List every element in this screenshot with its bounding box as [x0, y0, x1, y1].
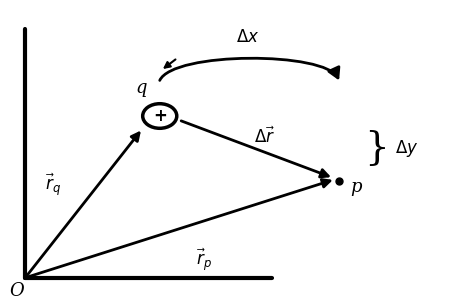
Text: $\vec{r}_q$: $\vec{r}_q$ — [45, 172, 61, 198]
FancyArrowPatch shape — [160, 58, 339, 80]
Text: $\Delta y$: $\Delta y$ — [395, 138, 419, 159]
Text: O: O — [10, 281, 24, 300]
Text: q: q — [135, 79, 147, 97]
Text: $\Delta\vec{r}$: $\Delta\vec{r}$ — [254, 126, 276, 146]
Text: +: + — [153, 107, 167, 125]
Text: $\Delta x$: $\Delta x$ — [236, 29, 259, 46]
Text: p: p — [350, 178, 362, 196]
Text: }: } — [364, 130, 389, 167]
Text: $\vec{r}_p$: $\vec{r}_p$ — [196, 246, 212, 273]
